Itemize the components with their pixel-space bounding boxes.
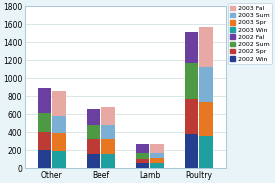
Bar [52, 92, 66, 116]
Bar [52, 133, 66, 151]
Bar [101, 107, 115, 125]
Bar [136, 144, 149, 153]
Bar [87, 154, 100, 168]
Bar [185, 134, 198, 168]
Bar [185, 32, 198, 64]
Bar [199, 137, 213, 168]
Bar [150, 163, 164, 168]
Bar [136, 159, 149, 163]
Bar [199, 67, 213, 102]
Bar [87, 125, 100, 139]
Legend: 2003 Fal, 2003 Sum, 2003 Spr, 2003 Win, 2002 Fal, 2002 Sum, 2002 Spr, 2002 Win: 2003 Fal, 2003 Sum, 2003 Spr, 2003 Win, … [228, 3, 272, 64]
Bar [52, 151, 66, 168]
Bar [199, 27, 213, 67]
Bar [87, 109, 100, 125]
Bar [38, 150, 51, 168]
Bar [101, 154, 115, 168]
Bar [199, 102, 213, 137]
Bar [150, 144, 164, 153]
Bar [150, 158, 164, 163]
Bar [185, 64, 198, 99]
Bar [185, 99, 198, 134]
Bar [38, 113, 51, 132]
Bar [136, 163, 149, 168]
Bar [87, 139, 100, 154]
Bar [52, 116, 66, 133]
Bar [150, 153, 164, 158]
Bar [101, 125, 115, 139]
Bar [38, 88, 51, 113]
Bar [101, 139, 115, 154]
Bar [136, 153, 149, 159]
Bar [38, 132, 51, 150]
